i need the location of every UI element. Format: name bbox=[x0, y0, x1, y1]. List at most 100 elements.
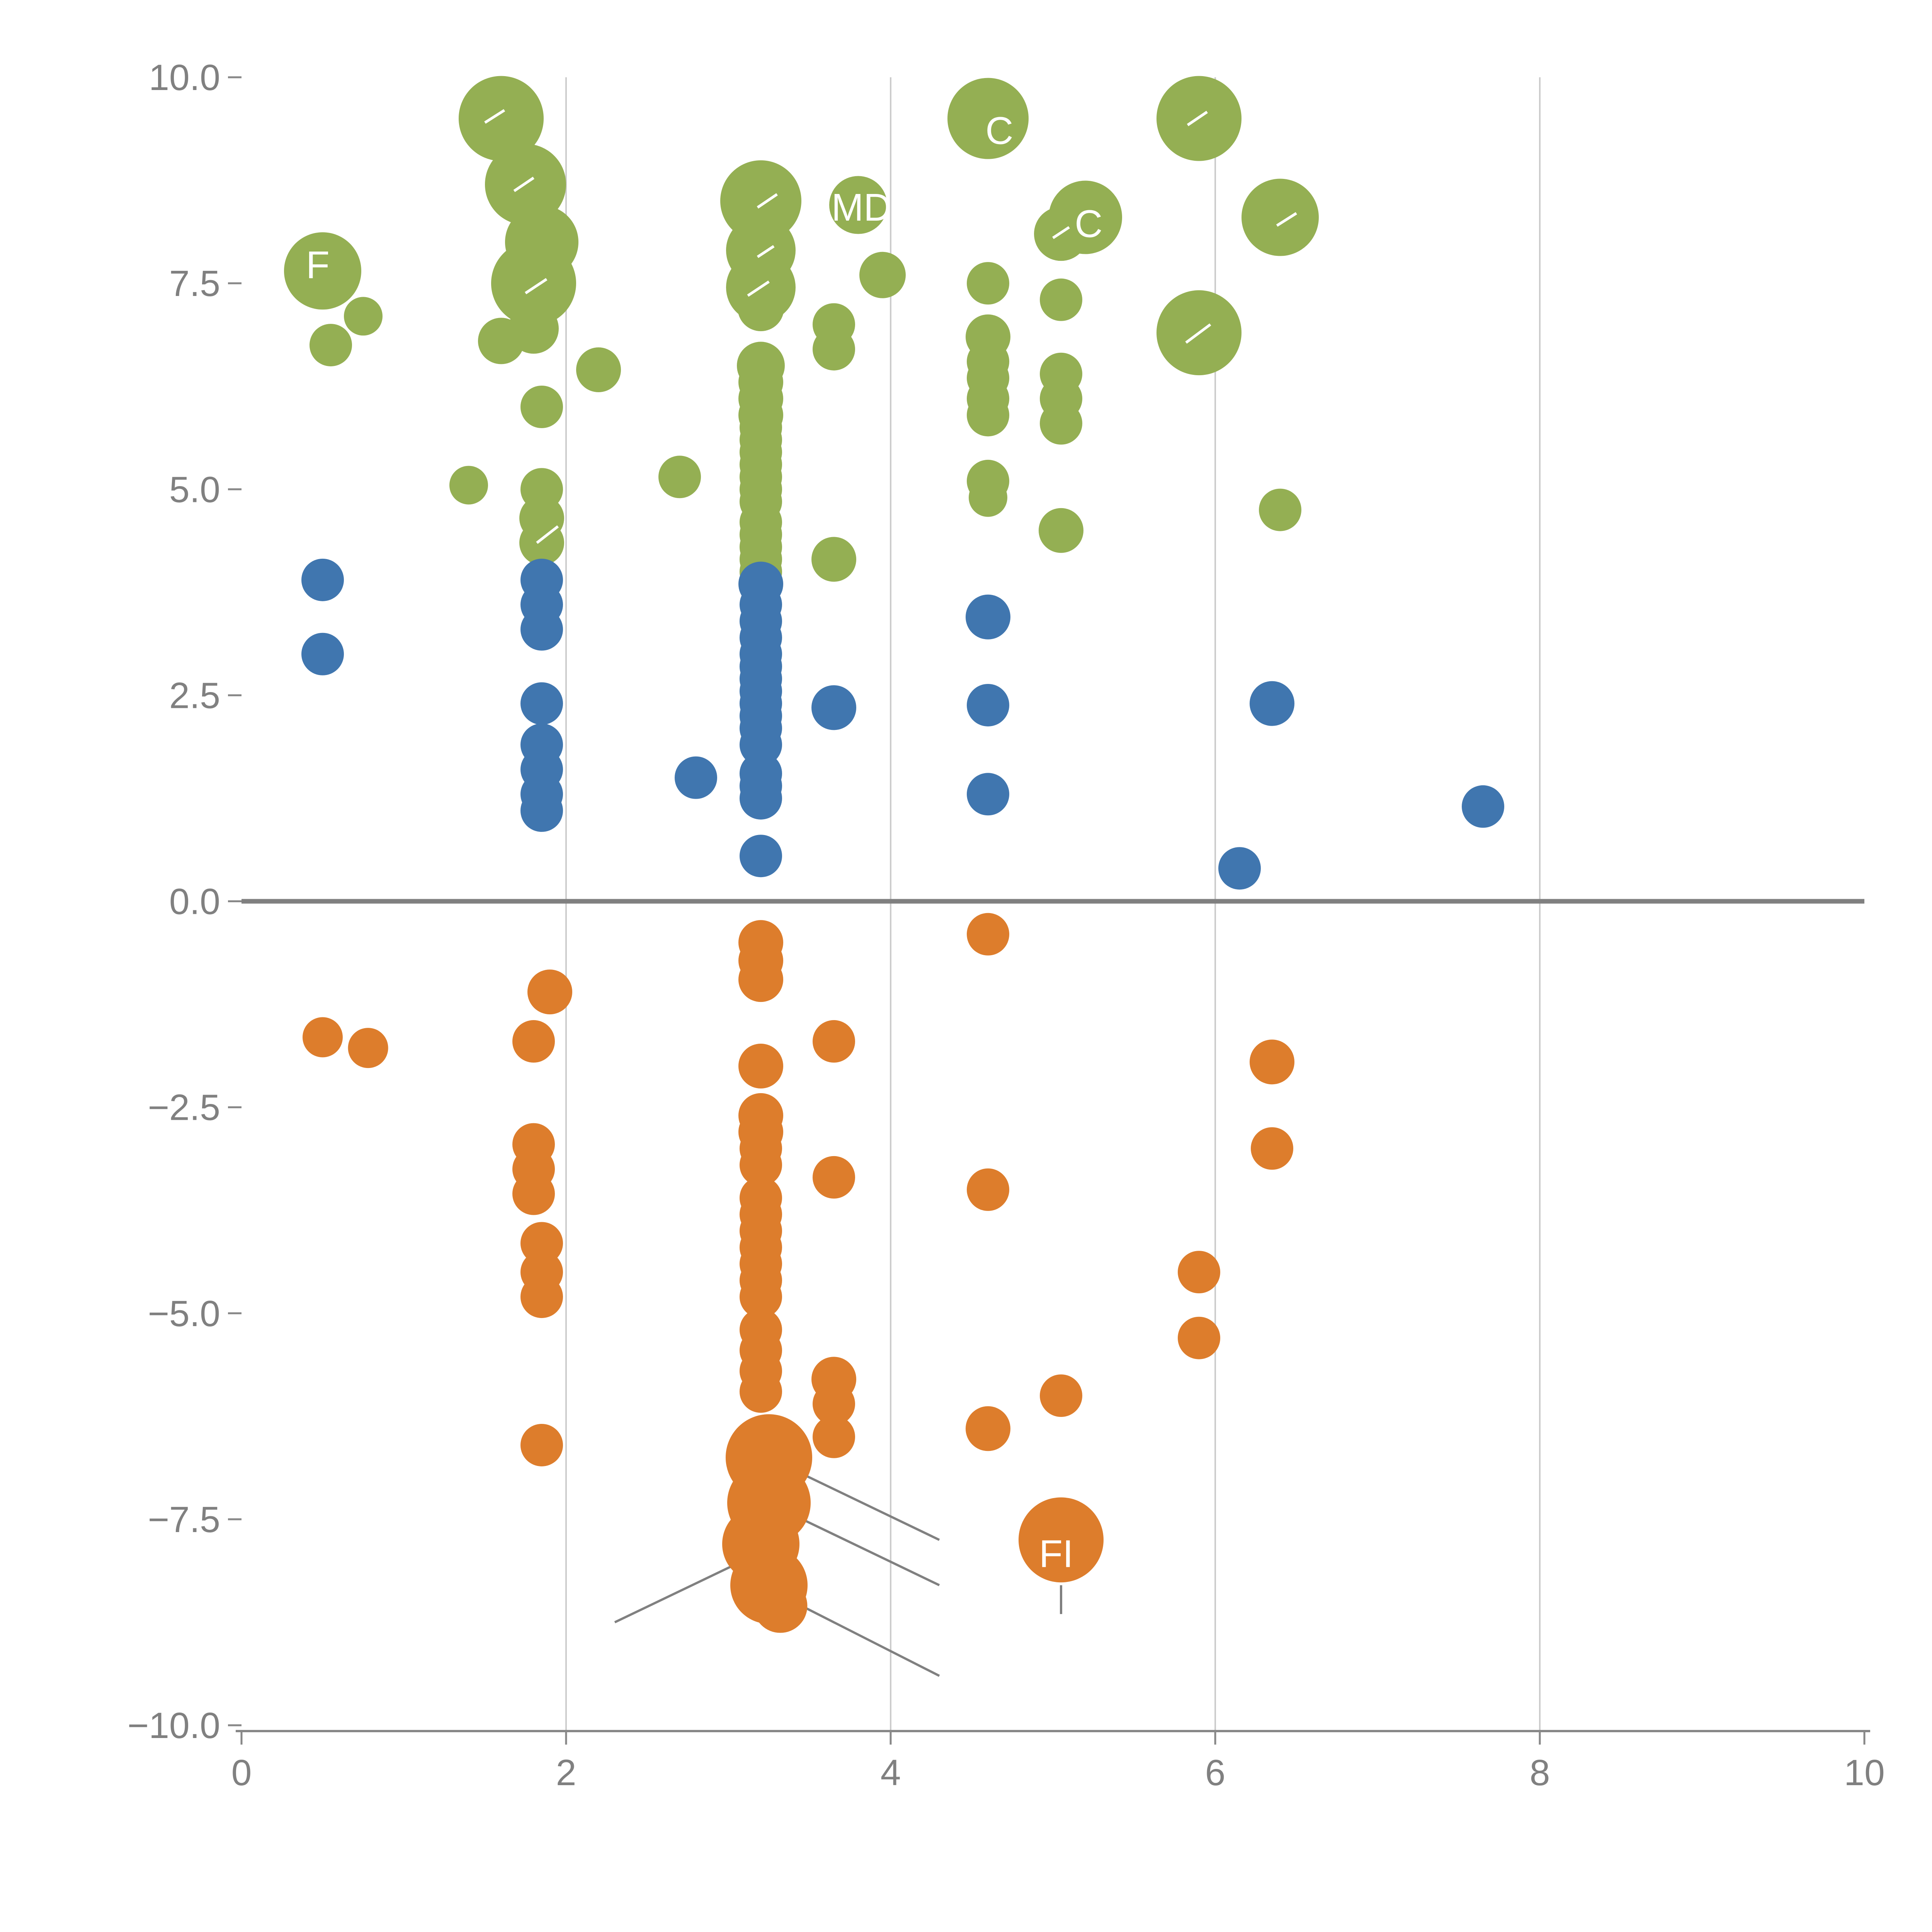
y-axis-tick-label: 7.5 bbox=[169, 263, 220, 304]
blue-data-point bbox=[301, 633, 344, 675]
orange-data-point bbox=[967, 913, 1009, 956]
white-label-mark bbox=[1276, 212, 1297, 227]
orange-data-point bbox=[740, 1143, 782, 1186]
blue-data-point bbox=[1218, 847, 1261, 890]
green-data-point bbox=[658, 456, 701, 498]
green-data-point bbox=[491, 241, 576, 326]
orange-data-point bbox=[738, 1044, 783, 1088]
green-data-point bbox=[969, 478, 1007, 517]
annotation-leader-line bbox=[784, 1464, 940, 1541]
green-data-point bbox=[813, 328, 855, 371]
x-axis-tick-label: 2 bbox=[556, 1752, 577, 1793]
green-data-point bbox=[310, 324, 352, 367]
green-data-point bbox=[720, 160, 801, 242]
orange-data-point bbox=[348, 1028, 388, 1068]
green-data-point bbox=[576, 347, 621, 393]
white-label-mark bbox=[525, 278, 548, 294]
white-label-mark bbox=[1187, 111, 1208, 126]
green-data-point bbox=[459, 76, 544, 161]
blue-data-point bbox=[520, 789, 563, 832]
point-label: C bbox=[1075, 202, 1102, 246]
orange-data-point bbox=[813, 1020, 855, 1063]
y-axis-tick-label: −2.5 bbox=[148, 1087, 220, 1128]
green-data-point bbox=[284, 232, 361, 310]
blue-data-point bbox=[740, 777, 782, 820]
x-axis-tick-label: 6 bbox=[1205, 1752, 1226, 1793]
white-label-mark bbox=[757, 245, 775, 258]
blue-data-point bbox=[967, 684, 1009, 726]
green-data-point bbox=[1259, 488, 1301, 531]
green-data-point bbox=[967, 394, 1009, 437]
blue-data-point bbox=[1462, 785, 1504, 828]
y-axis-tick-label: 5.0 bbox=[169, 469, 220, 510]
blue-data-point bbox=[966, 594, 1010, 639]
y-axis-tick-label: 10.0 bbox=[149, 57, 220, 98]
green-data-point bbox=[1242, 179, 1319, 256]
orange-data-point bbox=[966, 1406, 1010, 1451]
point-label: FI bbox=[1039, 1532, 1073, 1575]
orange-data-point bbox=[740, 1276, 782, 1318]
green-data-point bbox=[811, 537, 856, 582]
orange-data-point bbox=[967, 1168, 1009, 1211]
y-axis-tick-label: −10.0 bbox=[128, 1705, 220, 1746]
blue-data-point bbox=[520, 608, 563, 651]
green-data-point bbox=[859, 252, 906, 298]
orange-data-point bbox=[813, 1383, 855, 1425]
orange-data-point bbox=[1251, 1127, 1293, 1170]
y-axis-tick-label: −5.0 bbox=[148, 1293, 220, 1334]
green-data-point bbox=[1039, 508, 1083, 553]
orange-data-point bbox=[512, 1020, 555, 1063]
orange-data-point bbox=[512, 1172, 555, 1215]
white-label-mark bbox=[1052, 226, 1070, 239]
blue-data-point bbox=[675, 756, 717, 799]
orange-data-point bbox=[527, 969, 572, 1015]
green-data-point bbox=[520, 386, 563, 428]
orange-data-point bbox=[740, 1370, 782, 1413]
orange-data-point bbox=[1040, 1374, 1082, 1417]
white-label-mark bbox=[484, 109, 505, 124]
orange-data-point bbox=[1178, 1316, 1220, 1359]
white-label-mark bbox=[747, 280, 770, 297]
green-data-point bbox=[947, 78, 1029, 159]
point-label: C bbox=[985, 109, 1013, 153]
blue-data-point bbox=[811, 685, 856, 730]
x-axis-tick-label: 10 bbox=[1844, 1752, 1885, 1793]
orange-data-point bbox=[1019, 1497, 1104, 1583]
orange-data-point bbox=[520, 1423, 563, 1466]
blue-data-point bbox=[520, 682, 563, 725]
annotation-leader-line bbox=[784, 1510, 940, 1587]
orange-data-point bbox=[753, 1578, 808, 1633]
y-axis-tick-label: −7.5 bbox=[148, 1499, 220, 1540]
green-data-point bbox=[344, 297, 383, 336]
orange-data-point bbox=[813, 1156, 855, 1199]
blue-data-point bbox=[967, 773, 1009, 816]
y-axis-tick-label: 2.5 bbox=[169, 675, 220, 716]
white-label-mark bbox=[1185, 323, 1211, 344]
white-label-mark bbox=[536, 525, 559, 544]
orange-data-point bbox=[738, 957, 783, 1002]
green-data-point bbox=[1040, 278, 1082, 321]
white-label-mark bbox=[757, 193, 778, 209]
blue-data-point bbox=[1250, 681, 1294, 726]
green-data-point bbox=[1040, 402, 1082, 445]
orange-data-point bbox=[1250, 1039, 1294, 1085]
green-data-point bbox=[967, 262, 1009, 305]
green-data-point bbox=[449, 466, 488, 505]
orange-data-point bbox=[303, 1017, 343, 1058]
blue-data-point bbox=[740, 835, 782, 878]
green-data-point bbox=[478, 318, 524, 364]
orange-data-point bbox=[813, 1415, 855, 1458]
white-label-mark bbox=[513, 177, 534, 192]
green-data-point bbox=[738, 285, 784, 332]
green-data-point bbox=[829, 176, 887, 234]
annotation-leader-line bbox=[784, 1596, 940, 1677]
y-axis-tick-label: 0.0 bbox=[169, 881, 220, 922]
x-axis-tick-label: 8 bbox=[1530, 1752, 1550, 1793]
orange-data-point bbox=[520, 1276, 563, 1318]
x-axis-tick-label: 4 bbox=[881, 1752, 901, 1793]
point-label: F bbox=[306, 243, 330, 287]
blue-data-point bbox=[301, 558, 344, 601]
orange-data-point bbox=[1178, 1251, 1220, 1294]
